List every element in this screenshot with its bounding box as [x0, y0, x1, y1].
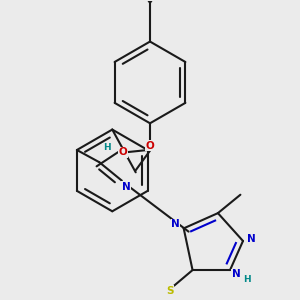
Text: N: N [171, 219, 180, 229]
Text: N: N [247, 234, 256, 244]
Text: N: N [232, 269, 241, 279]
Text: H: H [243, 274, 251, 284]
Text: N: N [122, 182, 130, 192]
Text: O: O [119, 147, 128, 157]
Text: S: S [166, 286, 174, 296]
Text: O: O [146, 141, 154, 151]
Text: H: H [103, 143, 110, 152]
